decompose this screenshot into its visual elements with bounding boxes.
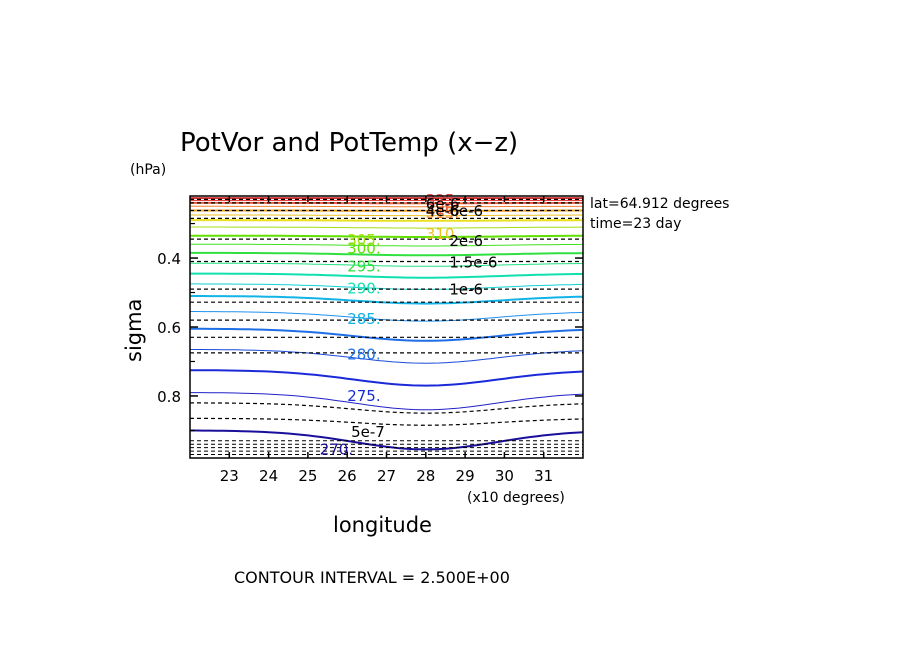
x-tick-label-1: 24 bbox=[259, 467, 278, 485]
temp-contour-2 bbox=[190, 369, 583, 387]
x-tick-label-5: 28 bbox=[416, 467, 435, 485]
temp-contour-0 bbox=[190, 429, 583, 451]
x-axis-label: longitude bbox=[333, 513, 432, 537]
temp-label-10: 320. bbox=[426, 200, 459, 218]
x-tick-label-6: 29 bbox=[456, 467, 475, 485]
y-tick-label-1: 0.6 bbox=[157, 319, 181, 337]
x-tick-label-2: 25 bbox=[298, 467, 317, 485]
info-latitude: lat=64.912 degrees bbox=[590, 196, 729, 212]
x-tick-label-8: 31 bbox=[534, 467, 553, 485]
temp-contour-4 bbox=[190, 327, 583, 342]
pv-label-6: 6e-6 bbox=[449, 202, 483, 220]
temp-label-0: 270. bbox=[320, 440, 353, 458]
y-unit-note: (hPa) bbox=[130, 162, 166, 178]
temp-label-7: 305. bbox=[347, 231, 380, 249]
y-axis-label: sigma bbox=[122, 299, 146, 362]
temp-contour-11 bbox=[190, 243, 583, 247]
x-axis-ticks: 23 24 25 26 27 28 29 30 31 bbox=[220, 196, 553, 485]
temp-label-8: 310. bbox=[426, 225, 459, 243]
pv-contour-0 bbox=[190, 417, 583, 426]
pv-label-2: 1.5e-6 bbox=[449, 254, 497, 272]
temp-contour-10 bbox=[190, 251, 583, 257]
temp-contour-13 bbox=[190, 226, 583, 229]
temp-label-1: 275. bbox=[347, 387, 380, 405]
temp-contour-12 bbox=[190, 234, 583, 238]
temp-label-6: 300. bbox=[347, 239, 380, 257]
x-tick-label-7: 30 bbox=[495, 467, 514, 485]
pv-label-3: 2e-6 bbox=[449, 232, 483, 250]
temp-contour-1 bbox=[190, 392, 583, 411]
contour-lines bbox=[190, 197, 583, 456]
pv-label-0: 5e-7 bbox=[351, 423, 385, 441]
x-tick-label-3: 26 bbox=[338, 467, 357, 485]
temp-contour-9 bbox=[190, 262, 583, 267]
temp-contour-14 bbox=[190, 219, 583, 222]
temp-label-3: 285. bbox=[347, 310, 380, 328]
temp-contour-8 bbox=[190, 272, 583, 279]
contour-labels: 270. 275. 280. 285. 290. 295.300.305. 310. 315.… bbox=[320, 191, 498, 458]
contour-interval-footer: CONTOUR INTERVAL = 2.500E+00 bbox=[234, 568, 510, 587]
x-unit-note: (x10 degrees) bbox=[467, 490, 565, 506]
pv-contour-1 bbox=[190, 402, 583, 414]
y-tick-label-2: 0.8 bbox=[157, 388, 181, 406]
pv-label-1: 1e-6 bbox=[449, 280, 483, 298]
pv-label-5: 6e-6 bbox=[426, 195, 460, 213]
chart-title: PotVor and PotTemp (x−z) bbox=[180, 128, 518, 158]
info-time: time=23 day bbox=[590, 216, 681, 232]
pv-label-4: 4e-6 bbox=[426, 202, 460, 220]
x-tick-label-4: 27 bbox=[377, 467, 396, 485]
x-tick-label-0: 23 bbox=[220, 467, 239, 485]
temp-label-5: 295. bbox=[347, 257, 380, 275]
temp-label-4: 290. bbox=[347, 279, 380, 297]
temp-label-9: 315. bbox=[426, 204, 459, 222]
y-axis-ticks: 0.4 0.6 0.8 bbox=[157, 222, 583, 432]
temp-contour-3 bbox=[190, 349, 583, 364]
temp-contour-15 bbox=[190, 214, 583, 217]
y-tick-label-0: 0.4 bbox=[157, 250, 181, 268]
temp-label-2: 280. bbox=[347, 346, 380, 364]
